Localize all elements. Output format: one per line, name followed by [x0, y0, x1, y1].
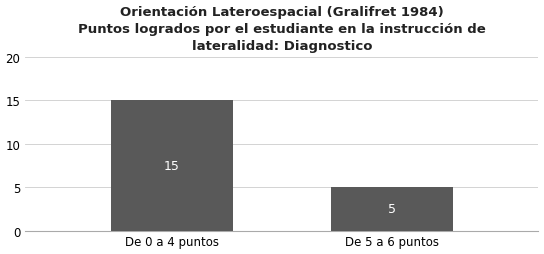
Text: 15: 15	[164, 159, 180, 172]
Bar	[111, 101, 233, 231]
Title: Orientación Lateroespacial (Gralifret 1984)
Puntos logrados por el estudiante en: Orientación Lateroespacial (Gralifret 19…	[78, 6, 486, 52]
Text: 5: 5	[388, 203, 396, 216]
Bar	[331, 187, 453, 231]
